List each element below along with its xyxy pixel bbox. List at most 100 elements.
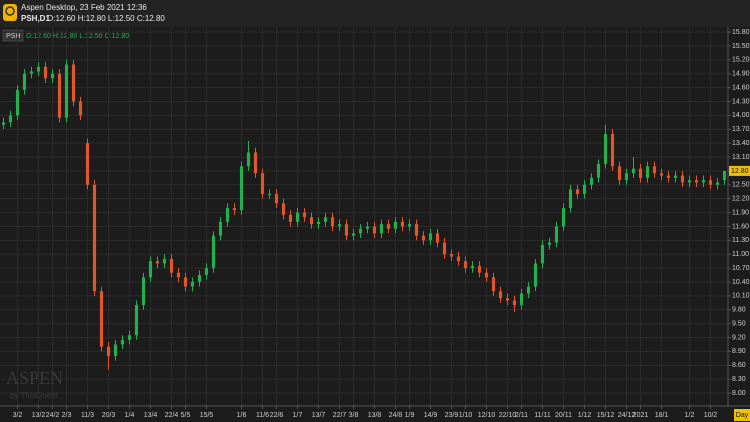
- candle-body: [624, 173, 629, 181]
- candle-body: [589, 177, 594, 185]
- x-tick-label: 2021: [633, 412, 649, 419]
- x-tick-label: 18/1: [655, 412, 669, 419]
- candle-body: [365, 226, 370, 229]
- x-tick-label: 2/11: [515, 412, 528, 419]
- candle-body: [463, 261, 468, 269]
- candle-body: [176, 272, 181, 278]
- candle-body: [526, 286, 531, 294]
- candle-body: [8, 115, 13, 123]
- candle-body: [120, 339, 125, 345]
- x-tick-label: 2/3: [62, 412, 72, 419]
- x-tick-label: 1/2: [685, 412, 695, 419]
- candle-body: [183, 277, 188, 287]
- candle-body: [344, 224, 349, 236]
- x-tick-label: 3/8: [349, 412, 359, 419]
- candle-body: [393, 221, 398, 229]
- candle-body: [386, 224, 391, 229]
- x-tick-label: 13/7: [312, 412, 326, 419]
- candle-body: [603, 133, 608, 164]
- candle-body: [666, 175, 671, 178]
- y-tick-label: 9.50: [732, 320, 746, 327]
- y-tick-label: 15.80: [732, 29, 750, 36]
- candle-body: [141, 277, 146, 306]
- y-tick-label: 10.40: [732, 279, 750, 286]
- x-tick-label: 22/6: [270, 412, 284, 419]
- y-tick-label: 11.00: [732, 251, 749, 258]
- candle-body: [561, 207, 566, 227]
- y-tick-label: 8.30: [732, 376, 746, 383]
- header-bar: [0, 0, 750, 27]
- x-tick-label: 1/9: [405, 412, 415, 419]
- candle-body: [645, 166, 650, 178]
- candle-body: [477, 265, 482, 273]
- candle-body: [288, 214, 293, 222]
- candle-body: [302, 212, 307, 218]
- y-tick-label: 8.90: [732, 348, 746, 355]
- y-tick-label: 10.70: [732, 265, 750, 272]
- candle-body: [715, 182, 720, 185]
- candle-body: [15, 89, 20, 116]
- candle-body: [232, 207, 237, 211]
- timeframe-box[interactable]: [734, 409, 750, 421]
- candle-body: [309, 217, 314, 225]
- candle-body: [596, 163, 601, 178]
- y-tick-label: 15.50: [732, 43, 750, 50]
- x-tick-label: 3/2: [13, 412, 23, 419]
- x-tick-label: 15/12: [597, 412, 615, 419]
- x-tick-label: 5/5: [181, 412, 191, 419]
- candle-body: [470, 265, 475, 269]
- candle-body: [428, 233, 433, 241]
- candle-body: [435, 233, 440, 243]
- candle-body: [148, 261, 153, 278]
- candle-body: [407, 224, 412, 227]
- candle-body: [190, 281, 195, 287]
- candle-body: [540, 244, 545, 264]
- candle-body: [211, 235, 216, 269]
- x-tick-label: 12/10: [478, 412, 496, 419]
- x-tick-label: 11/6: [256, 412, 269, 419]
- legend-ohlc: O:12.60 H:12.80 L:12.50 C:12.80: [26, 33, 129, 40]
- candle-body: [554, 226, 559, 243]
- candle-body: [722, 170, 727, 181]
- candle-body: [680, 175, 685, 183]
- y-tick-label: 13.70: [732, 126, 750, 133]
- x-tick-label: 22/4: [165, 412, 179, 419]
- app-icon-glyph: [5, 6, 15, 16]
- x-tick-label: 1/7: [293, 412, 303, 419]
- candle-body: [701, 180, 706, 183]
- candle-body: [358, 228, 363, 234]
- candle-body: [106, 346, 111, 357]
- window-title: Aspen Desktop, 23 Feb 2021 12:36: [21, 3, 147, 12]
- candle-body: [351, 233, 356, 236]
- candle-body: [708, 180, 713, 185]
- candle-body: [64, 64, 69, 118]
- y-tick-label: 12.20: [732, 196, 750, 203]
- y-tick-label: 9.20: [732, 334, 746, 341]
- candle-body: [400, 221, 405, 227]
- candle-body: [204, 268, 209, 276]
- candle-body: [253, 152, 258, 174]
- candle-body: [330, 217, 335, 227]
- y-tick-label: 15.20: [732, 57, 750, 64]
- x-tick-label: 1/10: [459, 412, 473, 419]
- candle-body: [267, 194, 272, 196]
- x-tick-label: 13/8: [368, 412, 382, 419]
- x-tick-label: 24/2: [46, 412, 60, 419]
- candle-body: [421, 235, 426, 241]
- legend-symbol-box[interactable]: [2, 29, 24, 42]
- candle-body: [533, 263, 538, 287]
- candle-body: [582, 184, 587, 195]
- candle-body: [274, 194, 279, 204]
- candle-body: [57, 73, 62, 118]
- last-price-box: [729, 165, 750, 176]
- candle-body: [239, 166, 244, 211]
- y-tick-label: 14.30: [732, 98, 750, 105]
- x-tick-label: 1/4: [125, 412, 135, 419]
- candle-body: [498, 291, 503, 299]
- candle-body: [218, 221, 223, 236]
- watermark-by: by ThaiQuest: [10, 391, 58, 400]
- candle-body: [169, 258, 174, 273]
- candle-body: [673, 175, 678, 178]
- candle-body: [617, 166, 622, 181]
